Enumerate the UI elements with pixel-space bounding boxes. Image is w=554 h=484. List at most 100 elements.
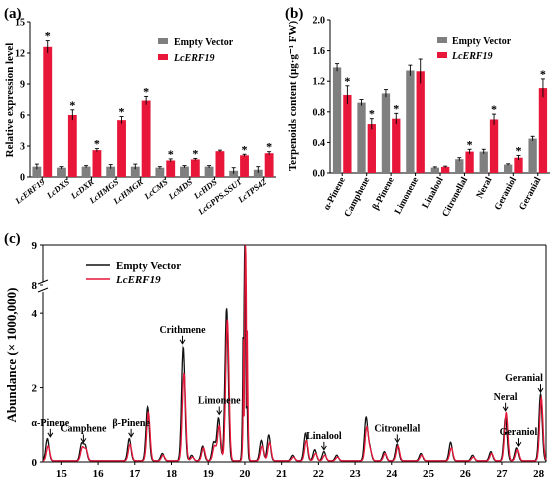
bar-empty xyxy=(57,167,66,177)
y-tick-label: 2 xyxy=(32,383,38,395)
bar-empty xyxy=(406,70,415,173)
peak-arrow-head xyxy=(128,432,135,438)
significance-star: * xyxy=(540,67,546,81)
x-tick-label: Linalool xyxy=(421,175,446,210)
y-tick-label: 0.8 xyxy=(313,107,326,118)
bar-empty xyxy=(479,151,488,173)
peak-label: β-Pinene xyxy=(112,418,150,429)
legend-swatch-lcerf19 xyxy=(158,54,168,60)
bar-lcerf19 xyxy=(92,150,102,177)
bar-empty xyxy=(332,67,342,173)
x-tick-label: 26 xyxy=(460,468,472,480)
peak-arrow-head xyxy=(179,339,186,345)
x-tick-label: 23 xyxy=(350,468,362,480)
peak-arrow-head xyxy=(394,438,401,444)
bar-empty xyxy=(455,159,464,173)
panel-a: (a) Relative expression level 0 3 6 9 12 15 * L… xyxy=(4,6,276,217)
bar-lcerf19 xyxy=(343,94,352,173)
bar-empty xyxy=(381,93,391,173)
significance-star: * xyxy=(192,146,198,160)
panel-a-legend: Empty Vector LcERF19 xyxy=(158,37,234,64)
y-tick-label: 2.0 xyxy=(313,16,326,27)
x-tick-label: 15 xyxy=(56,468,68,480)
y-tick-label: 4 xyxy=(32,308,38,320)
x-tick-label: LcERF19 xyxy=(12,176,47,206)
y-tick-label: 3 xyxy=(20,142,25,153)
x-tick-label: Camphene xyxy=(343,176,372,219)
y-tick-label: 12 xyxy=(15,49,25,60)
bar-lcerf19 xyxy=(538,88,548,173)
bar-empty xyxy=(32,166,42,177)
y-tick-label: 1.6 xyxy=(313,46,326,57)
panel-b: (b) Terpenoids content (μg·g⁻¹ FW) 0.00.… xyxy=(285,6,550,219)
x-tick-label: 22 xyxy=(313,468,325,480)
panel-c-legend: Empty Vector LcERF19 xyxy=(86,260,181,286)
significance-star: * xyxy=(515,143,521,157)
x-tick-label: 19 xyxy=(203,468,215,480)
bar-empty xyxy=(204,166,214,177)
y-tick-label: 15 xyxy=(15,18,25,29)
panel-b-legend: Empty Vector LcERF19 xyxy=(437,36,512,62)
significance-star: * xyxy=(69,98,75,112)
bar-lcerf19 xyxy=(67,115,77,177)
bar-lcerf19 xyxy=(117,120,126,177)
panel-b-ylabel: Terpenoids content (μg·g⁻¹ FW) xyxy=(287,21,299,172)
bar-lcerf19 xyxy=(392,118,401,173)
peak-label: Citronellal xyxy=(374,423,420,434)
significance-star: * xyxy=(467,137,473,151)
x-tick-label: 25 xyxy=(423,468,435,480)
y-tick-label: 9 xyxy=(32,240,38,252)
y-tick-label: 1.2 xyxy=(313,77,326,88)
peak-label: Crithmene xyxy=(159,325,206,336)
bar-empty xyxy=(155,167,165,177)
bar-lcerf19 xyxy=(489,119,499,173)
panel-a-label: (a) xyxy=(4,6,22,22)
bar-lcerf19 xyxy=(141,100,151,177)
x-tick-label: 27 xyxy=(496,468,508,480)
y-tick-label: 0 xyxy=(20,173,25,184)
x-tick-label: 16 xyxy=(93,468,105,480)
panel-c-label: (c) xyxy=(4,231,21,247)
bar-lcerf19 xyxy=(416,71,425,173)
x-tick-label: 20 xyxy=(239,468,251,480)
peak-label: Limonene xyxy=(198,395,241,406)
x-tick-label: Geraniol xyxy=(493,175,519,212)
significance-star: * xyxy=(119,105,125,119)
bar-empty xyxy=(180,166,189,177)
x-tick-label: α-Pinene xyxy=(322,176,348,212)
bar-empty xyxy=(357,102,366,173)
significance-star: * xyxy=(393,101,399,115)
y-tick-label: 0.4 xyxy=(313,138,326,149)
x-tick-label: 17 xyxy=(129,468,141,480)
peak-arrow-head xyxy=(80,438,87,444)
significance-star: * xyxy=(242,142,248,156)
significance-star: * xyxy=(369,107,375,121)
bar-lcerf19 xyxy=(43,46,53,177)
x-tick-label: LcCMS xyxy=(141,177,169,202)
panel-b-label: (b) xyxy=(285,6,303,22)
panel-c-ylabel: Abundance (× 1000,000) xyxy=(4,288,19,423)
x-tick-label: Citronellal xyxy=(441,175,470,219)
bar-lcerf19 xyxy=(514,157,523,173)
x-tick-label: Geranial xyxy=(518,175,544,212)
legend-label-empty: Empty Vector xyxy=(174,37,234,48)
significance-star: * xyxy=(344,74,350,88)
peak-label: Linalool xyxy=(306,431,342,442)
bar-empty xyxy=(106,166,116,177)
trace-lcerf19 xyxy=(42,244,547,462)
significance-star: * xyxy=(143,84,149,98)
peak-label: Neral xyxy=(494,392,518,403)
significance-star: * xyxy=(491,102,497,116)
x-tick-label: 28 xyxy=(533,468,545,480)
significance-star: * xyxy=(45,29,51,43)
peak-label: Geranial xyxy=(505,373,543,384)
peak-label: Camphene xyxy=(60,423,107,434)
legend-label-lcerf19: LcERF19 xyxy=(451,51,493,62)
bar-lcerf19 xyxy=(465,151,474,173)
peak-arrow-head xyxy=(216,410,223,416)
bar-lcerf19 xyxy=(190,159,200,177)
peak-label: Geraniol xyxy=(500,427,538,438)
bar-lcerf19 xyxy=(264,153,274,177)
y-tick-label: 9 xyxy=(20,80,25,91)
x-tick-label: 24 xyxy=(386,468,398,480)
